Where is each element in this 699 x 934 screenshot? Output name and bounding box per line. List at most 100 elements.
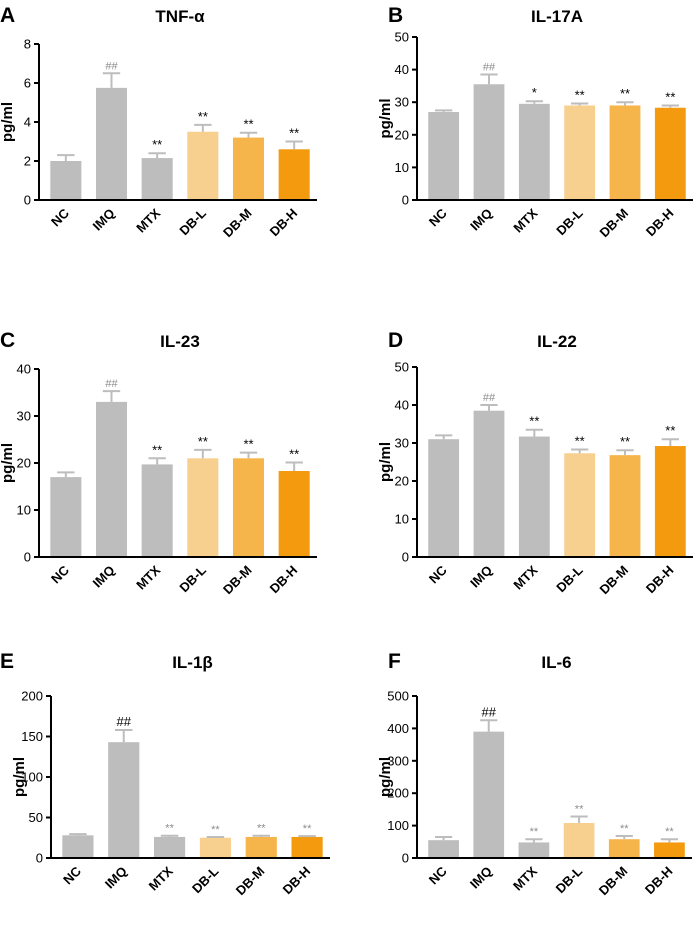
- y-tick-label: 0: [402, 193, 409, 208]
- significance-label: **: [620, 823, 629, 835]
- x-tick-label: DB-M: [220, 206, 255, 241]
- bar-db-m: [232, 137, 265, 200]
- x-tick-label: IMQ: [467, 206, 495, 234]
- significance-label: **: [575, 433, 585, 448]
- y-tick-label: 400: [387, 721, 409, 736]
- y-tick-label: 4: [24, 115, 31, 130]
- y-tick-label: 300: [387, 753, 409, 768]
- significance-label: ##: [117, 714, 132, 729]
- chart-title: IL-22: [537, 332, 577, 351]
- bar-nc: [62, 835, 94, 858]
- significance-label: ##: [483, 61, 496, 73]
- bar-db-h: [291, 836, 323, 858]
- bar-nc: [428, 439, 460, 557]
- y-tick-label: 150: [21, 729, 43, 744]
- bar-mtx: [141, 158, 173, 200]
- x-tick-label: DB-L: [553, 205, 586, 238]
- x-tick-label: DB-H: [643, 206, 677, 240]
- bar-nc: [428, 840, 459, 858]
- bar-imq: [108, 742, 140, 858]
- significance-label: ##: [105, 60, 118, 72]
- y-tick-label: 30: [395, 95, 409, 110]
- significance-label: **: [665, 826, 674, 838]
- bar-nc: [50, 161, 82, 200]
- bar-db-h: [654, 107, 686, 200]
- x-tick-label: MTX: [146, 863, 176, 893]
- x-tick-label: DB-H: [267, 563, 301, 597]
- x-tick-label: DB-M: [233, 864, 268, 899]
- bar-imq: [473, 731, 505, 858]
- x-tick-label: MTX: [510, 863, 540, 893]
- panel-b: B IL-17A pg/ml NC ## IMQ * MTX ** DB-L ** DB-M ** DB-…: [377, 4, 693, 240]
- y-tick-label: 30: [17, 409, 31, 424]
- y-tick-label: 200: [387, 786, 409, 801]
- significance-label: **: [198, 109, 208, 124]
- y-tick-label: 10: [17, 503, 31, 518]
- x-tick-label: DB-L: [189, 863, 222, 896]
- bar-db-m: [609, 455, 641, 557]
- chart-title: TNF-α: [155, 7, 205, 26]
- chart-title: IL-17A: [531, 7, 583, 26]
- y-tick-label: 500: [387, 689, 409, 704]
- y-tick-label: 50: [395, 360, 409, 375]
- x-tick-label: IMQ: [102, 864, 130, 892]
- x-tick-label: DB-L: [176, 205, 209, 238]
- x-tick-label: MTX: [510, 562, 540, 592]
- x-tick-label: DB-L: [176, 562, 209, 595]
- x-tick-label: NC: [48, 562, 72, 586]
- significance-label: **: [243, 437, 253, 452]
- y-tick-label: 6: [24, 76, 31, 91]
- y-tick-label: 40: [395, 62, 409, 77]
- y-tick-label: 40: [395, 398, 409, 413]
- significance-label: **: [198, 434, 208, 449]
- y-tick-label: 40: [17, 362, 31, 377]
- x-tick-label: DB-H: [643, 563, 677, 597]
- panel-letter: C: [0, 329, 15, 352]
- y-tick-label: 10: [395, 512, 409, 527]
- bar-nc: [428, 111, 460, 200]
- significance-label: **: [152, 442, 162, 457]
- significance-label: **: [152, 137, 162, 152]
- panel-f: F IL-6 pg/ml NC ## IMQ ** MTX ** DB-L ** DB-M ** DB-H…: [377, 650, 692, 898]
- significance-label: **: [620, 86, 630, 101]
- y-tick-label: 0: [402, 550, 409, 565]
- significance-label: **: [165, 823, 174, 835]
- bar-db-h: [654, 842, 685, 858]
- panel-letter: A: [0, 4, 15, 27]
- y-tick-label: 0: [24, 193, 31, 208]
- y-tick-label: 20: [17, 456, 31, 471]
- chart-title: IL-1β: [172, 653, 213, 672]
- panel-letter: E: [0, 650, 14, 673]
- bar-db-l: [564, 453, 596, 557]
- x-tick-label: DB-H: [280, 864, 314, 898]
- panel-letter: D: [388, 329, 403, 352]
- x-tick-label: DB-H: [642, 864, 676, 898]
- panel-letter: F: [388, 650, 401, 673]
- bar-db-l: [187, 131, 219, 200]
- y-tick-label: 100: [387, 818, 409, 833]
- y-tick-label: 20: [395, 127, 409, 142]
- significance-label: **: [289, 447, 299, 462]
- bar-mtx: [518, 103, 550, 200]
- y-tick-label: 2: [24, 154, 31, 169]
- y-axis-label: pg/ml: [377, 442, 394, 482]
- significance-label: **: [665, 423, 675, 438]
- significance-label: ##: [482, 704, 497, 719]
- y-tick-label: 0: [24, 550, 31, 565]
- significance-label: **: [211, 824, 220, 836]
- x-tick-label: NC: [426, 863, 450, 887]
- x-tick-label: MTX: [510, 205, 540, 235]
- y-tick-label: 50: [395, 30, 409, 45]
- y-tick-label: 0: [402, 851, 409, 866]
- significance-label: **: [575, 88, 585, 103]
- x-tick-label: DB-M: [597, 563, 632, 598]
- bar-imq: [473, 84, 505, 200]
- y-tick-label: 200: [21, 689, 43, 704]
- significance-label: ##: [105, 378, 118, 390]
- bar-imq: [95, 401, 128, 557]
- bar-db-l: [199, 837, 231, 858]
- x-tick-label: DB-M: [220, 563, 255, 598]
- significance-label: **: [303, 823, 312, 835]
- bar-db-m: [609, 105, 641, 200]
- significance-label: ##: [483, 392, 496, 404]
